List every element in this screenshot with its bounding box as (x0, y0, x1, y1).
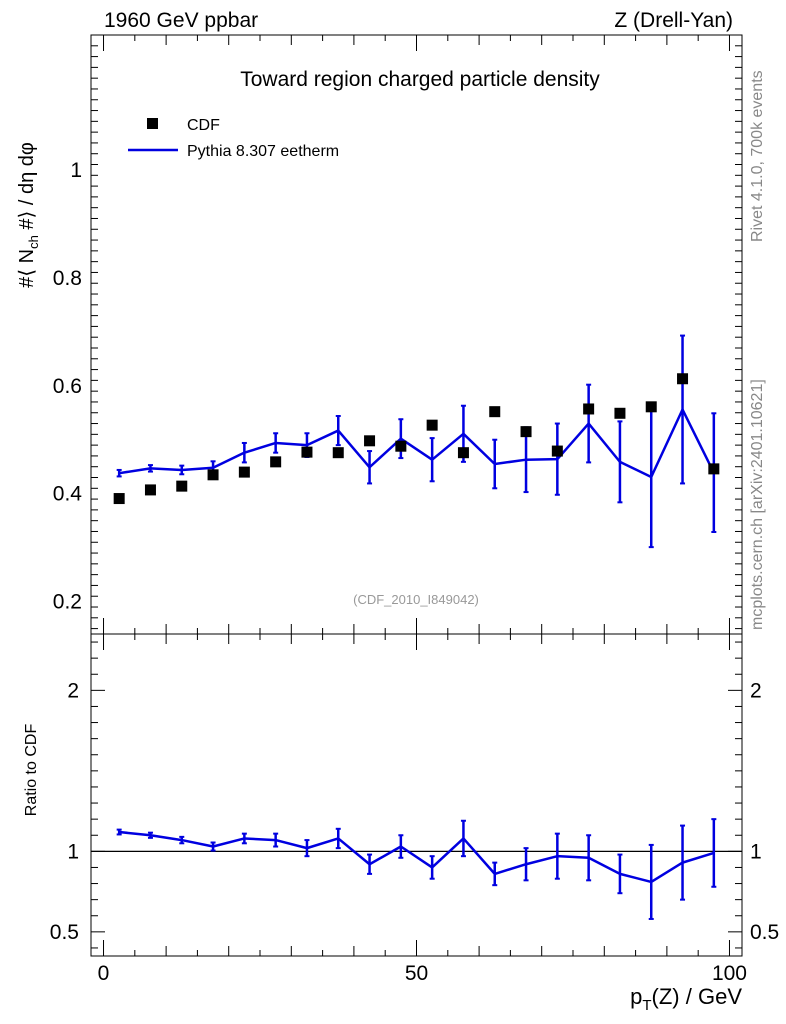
mc-error-bars (116, 334, 717, 549)
ratio-y-tick-label-right: 2 (750, 679, 762, 702)
ratio-series-line (119, 830, 715, 884)
ratio-y-tick-label-right: 1 (750, 840, 762, 863)
x-tick-label: 0 (98, 962, 110, 985)
mcplots-label: mcplots.cern.ch [arXiv:2401.10621] (749, 379, 766, 630)
x-tick-label: 50 (405, 962, 428, 985)
y-axis-label-sub: ch (26, 235, 41, 249)
legend-data-label: CDF (187, 117, 220, 134)
cdf-data-point (364, 435, 376, 447)
x-tick-labels: 0 50 100 (98, 962, 747, 985)
cdf-data-point (551, 445, 563, 457)
cdf-data-point (677, 373, 689, 385)
ratio-y-tick-label-left: 2 (67, 679, 79, 702)
x-tick-label: 100 (712, 962, 747, 985)
ratio-plot-panel: Ratio to CDF 0.5 0.5 1 1 2 2 (23, 633, 779, 957)
mc-series-line (118, 408, 715, 479)
x-axis-label-sub: T (642, 997, 651, 1014)
cdf-data-point (301, 446, 313, 458)
main-y-tick-label: 0.4 (53, 483, 83, 506)
main-y-tick-label: 0.2 (53, 591, 82, 614)
cdf-data-point (270, 456, 282, 468)
ratio-y-axis-label: Ratio to CDF (23, 724, 40, 817)
cdf-data-points (113, 373, 720, 505)
y-axis-label: #⟨ Nch #⟩ / dη dφ (16, 142, 41, 288)
cdf-data-point (645, 401, 657, 413)
main-y-tick-label: 0.6 (53, 375, 82, 398)
cdf-data-point (332, 447, 344, 459)
process-label: Z (Drell-Yan) (614, 9, 733, 32)
main-x-ticks (103, 35, 730, 634)
energy-label: 1960 GeV ppbar (104, 9, 258, 32)
main-plot-panel: Toward region charged particle density (… (16, 34, 743, 635)
main-y-tick-label: 1 (70, 159, 82, 182)
legend-data-marker (147, 118, 158, 129)
cdf-data-point (583, 403, 595, 415)
cdf-data-point (238, 466, 250, 478)
plot-title: Toward region charged particle density (240, 68, 600, 91)
ratio-x-ticks (103, 634, 730, 956)
ratio-error-bars (116, 818, 717, 920)
cdf-data-point (489, 406, 501, 418)
legend-mc-label: Pythia 8.307 eetherm (187, 143, 339, 160)
main-y-tick-label: 0.8 (53, 267, 82, 290)
main-y-ticks: 0.2 0.4 0.6 0.8 1 (53, 34, 742, 630)
cdf-data-point (426, 419, 438, 431)
x-axis-label-main: p (630, 984, 642, 1009)
ratio-y-tick-label-left: 0.5 (50, 921, 79, 944)
ratio-y-tick-label-right: 0.5 (750, 921, 779, 944)
cdf-data-point (113, 493, 125, 505)
ratio-y-ticks: 0.5 0.5 1 1 2 2 (50, 641, 779, 949)
cdf-data-point (144, 484, 156, 496)
y-axis-label-part2: #⟩ / dη dφ (16, 142, 38, 235)
x-axis-label-tail: (Z) / GeV (652, 984, 743, 1009)
cdf-data-point (207, 469, 219, 481)
cdf-data-point (708, 463, 720, 475)
cdf-data-point (614, 407, 626, 419)
x-axis-label: pT(Z) / GeV (630, 984, 742, 1014)
cdf-data-point (520, 426, 532, 438)
ratio-plot-frame (90, 633, 743, 957)
legend: CDF Pythia 8.307 eetherm (128, 117, 339, 160)
cdf-data-point (457, 447, 469, 459)
ratio-y-tick-label-left: 1 (67, 840, 79, 863)
cdf-data-point (176, 480, 188, 492)
watermark: (CDF_2010_I849042) (353, 592, 479, 607)
cdf-data-point (395, 440, 407, 452)
rivet-label: Rivet 4.1.0, 700k events (749, 70, 766, 242)
y-axis-label-part1: #⟨ N (16, 249, 38, 288)
